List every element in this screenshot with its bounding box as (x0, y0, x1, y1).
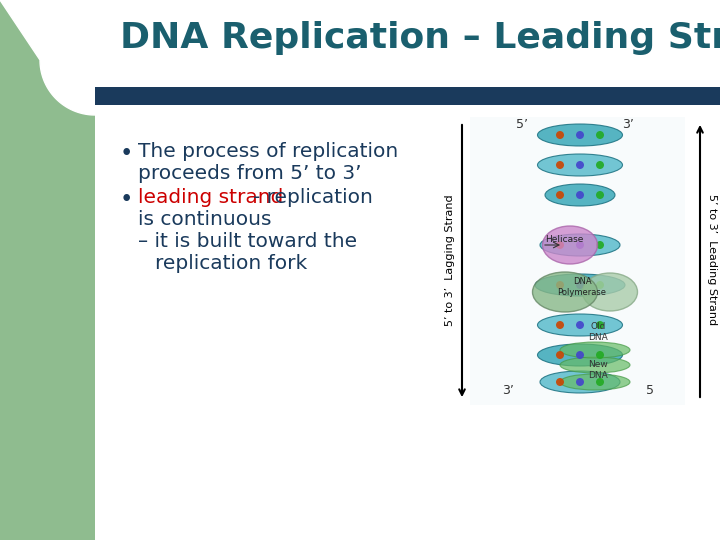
Circle shape (576, 321, 584, 329)
Ellipse shape (542, 226, 598, 264)
Circle shape (596, 281, 604, 289)
Circle shape (556, 241, 564, 249)
Circle shape (556, 351, 564, 359)
Circle shape (556, 131, 564, 139)
Ellipse shape (538, 344, 623, 366)
Ellipse shape (538, 124, 623, 146)
Text: DNA
Polymerase: DNA Polymerase (557, 278, 606, 296)
Circle shape (596, 241, 604, 249)
Circle shape (576, 131, 584, 139)
Bar (0, 100, 95, 540)
Text: leading strand: leading strand (138, 188, 284, 207)
Text: The process of replication: The process of replication (138, 142, 398, 161)
Ellipse shape (538, 154, 623, 176)
Text: proceeds from 5’ to 3’: proceeds from 5’ to 3’ (138, 164, 361, 183)
Circle shape (596, 378, 604, 386)
Circle shape (556, 281, 564, 289)
Circle shape (556, 321, 564, 329)
Circle shape (596, 191, 604, 199)
Text: Helicase: Helicase (545, 235, 583, 245)
Bar (95, 87, 720, 105)
Text: - replication: - replication (253, 188, 373, 207)
Circle shape (556, 191, 564, 199)
Circle shape (556, 378, 564, 386)
Ellipse shape (560, 374, 630, 390)
Circle shape (576, 241, 584, 249)
Circle shape (576, 378, 584, 386)
Text: 5’ to 3’  Leading Strand: 5’ to 3’ Leading Strand (707, 194, 717, 326)
Ellipse shape (560, 342, 630, 358)
FancyBboxPatch shape (0, 0, 95, 110)
Text: Old
DNA: Old DNA (588, 322, 608, 342)
Text: •: • (120, 188, 133, 211)
Text: is continuous: is continuous (138, 210, 271, 229)
Circle shape (576, 281, 584, 289)
Text: New
DNA: New DNA (588, 360, 608, 380)
Polygon shape (0, 0, 95, 115)
Ellipse shape (540, 371, 620, 393)
Bar (470, 117, 685, 405)
Text: •: • (120, 142, 133, 165)
Ellipse shape (582, 273, 637, 311)
Ellipse shape (538, 314, 623, 336)
Text: 3’: 3’ (502, 384, 514, 397)
Text: 5: 5 (646, 384, 654, 397)
Ellipse shape (533, 272, 598, 312)
Text: replication fork: replication fork (155, 254, 307, 273)
Circle shape (576, 351, 584, 359)
Circle shape (596, 351, 604, 359)
Bar (95, 105, 720, 540)
Circle shape (576, 191, 584, 199)
Text: – it is built toward the: – it is built toward the (138, 232, 357, 251)
Circle shape (556, 161, 564, 169)
Circle shape (596, 161, 604, 169)
Text: DNA Replication – Leading Strand: DNA Replication – Leading Strand (120, 21, 720, 55)
Ellipse shape (545, 184, 615, 206)
Ellipse shape (560, 357, 630, 373)
Text: 5’ to 3’  Lagging Strand: 5’ to 3’ Lagging Strand (445, 194, 455, 326)
Ellipse shape (535, 274, 625, 296)
Ellipse shape (540, 234, 620, 256)
Text: 5’: 5’ (516, 118, 528, 131)
Text: 3’: 3’ (622, 118, 634, 131)
Circle shape (596, 131, 604, 139)
Circle shape (576, 161, 584, 169)
Circle shape (596, 321, 604, 329)
